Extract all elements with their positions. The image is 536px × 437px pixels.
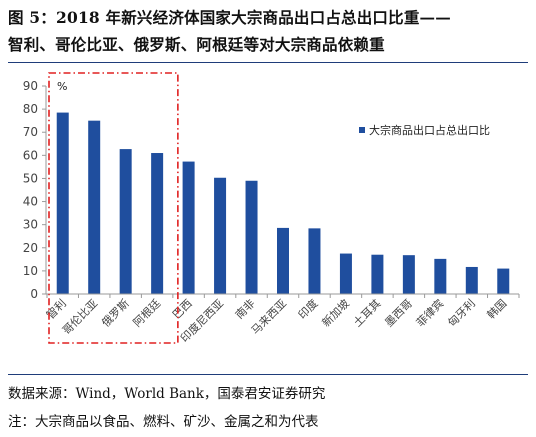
bar xyxy=(465,266,478,294)
y-tick-label: 50 xyxy=(23,171,38,185)
title-line-2: 智利、哥伦比亚、俄罗斯、阿根廷等对大宗商品依赖重 xyxy=(8,35,385,54)
x-category-label: 俄罗斯 xyxy=(99,297,132,330)
bar xyxy=(497,268,510,294)
y-tick-label: 40 xyxy=(23,195,38,209)
y-tick-label: 10 xyxy=(23,264,38,278)
x-category-label: 新加坡 xyxy=(319,296,352,329)
bar xyxy=(402,255,415,294)
highlight-box: % xyxy=(48,72,179,344)
x-category-label: 哥伦比亚 xyxy=(59,296,100,337)
x-category-label: 匈牙利 xyxy=(445,296,478,329)
figure-title: 图 5：2018 年新兴经济体国家大宗商品出口占总出口比重—— 智利、哥伦比亚、… xyxy=(8,4,530,58)
x-category-label: 南非 xyxy=(233,297,258,322)
y-tick-label: 60 xyxy=(23,148,38,162)
legend-label: 大宗商品出口占总出口比 xyxy=(369,123,490,137)
title-rule xyxy=(8,62,528,63)
x-category-label: 智利 xyxy=(43,296,68,321)
x-category-label: 巴西 xyxy=(170,297,195,322)
y-tick-label: 70 xyxy=(23,125,38,139)
y-tick-label: 80 xyxy=(23,102,38,116)
bar xyxy=(339,253,352,294)
bar xyxy=(371,254,384,294)
legend-swatch xyxy=(359,127,365,133)
unit-label: % xyxy=(57,80,67,93)
bar xyxy=(214,177,227,294)
footer-rule xyxy=(8,374,528,375)
x-category-label: 阿根廷 xyxy=(130,296,163,329)
title-line-1: 图 5：2018 年新兴经济体国家大宗商品出口占总出口比重—— xyxy=(8,8,451,27)
data-source: 数据来源：Wind，World Bank，国泰君安证券研究 xyxy=(8,386,326,402)
bar xyxy=(119,149,132,294)
bar xyxy=(151,153,164,294)
bars xyxy=(56,112,510,295)
bar xyxy=(56,112,69,294)
x-category-label: 菲律宾 xyxy=(413,296,446,329)
bar xyxy=(308,228,321,294)
x-category-label: 土耳其 xyxy=(351,297,384,330)
highlight-rect xyxy=(48,72,179,344)
x-category-label: 墨西哥 xyxy=(382,297,415,330)
x-category-label: 马来西亚 xyxy=(249,297,289,337)
bar xyxy=(434,258,447,294)
x-category-label: 印度 xyxy=(295,296,320,321)
x-category-label: 韩国 xyxy=(484,296,509,321)
y-tick-label: 30 xyxy=(23,218,38,232)
y-tick-label: 0 xyxy=(30,287,38,301)
y-axis: 0 10 20 30 40 50 60 70 80 90 xyxy=(23,79,47,301)
legend: 大宗商品出口占总出口比 xyxy=(359,123,490,137)
bar xyxy=(277,227,289,294)
bar xyxy=(245,180,258,294)
footnote: 注：大宗商品以食品、燃料、矿沙、金属之和为代表 xyxy=(8,414,319,430)
y-tick-label: 20 xyxy=(23,241,38,255)
bar xyxy=(182,161,195,294)
bar xyxy=(88,120,101,295)
y-tick-label: 90 xyxy=(23,79,38,93)
